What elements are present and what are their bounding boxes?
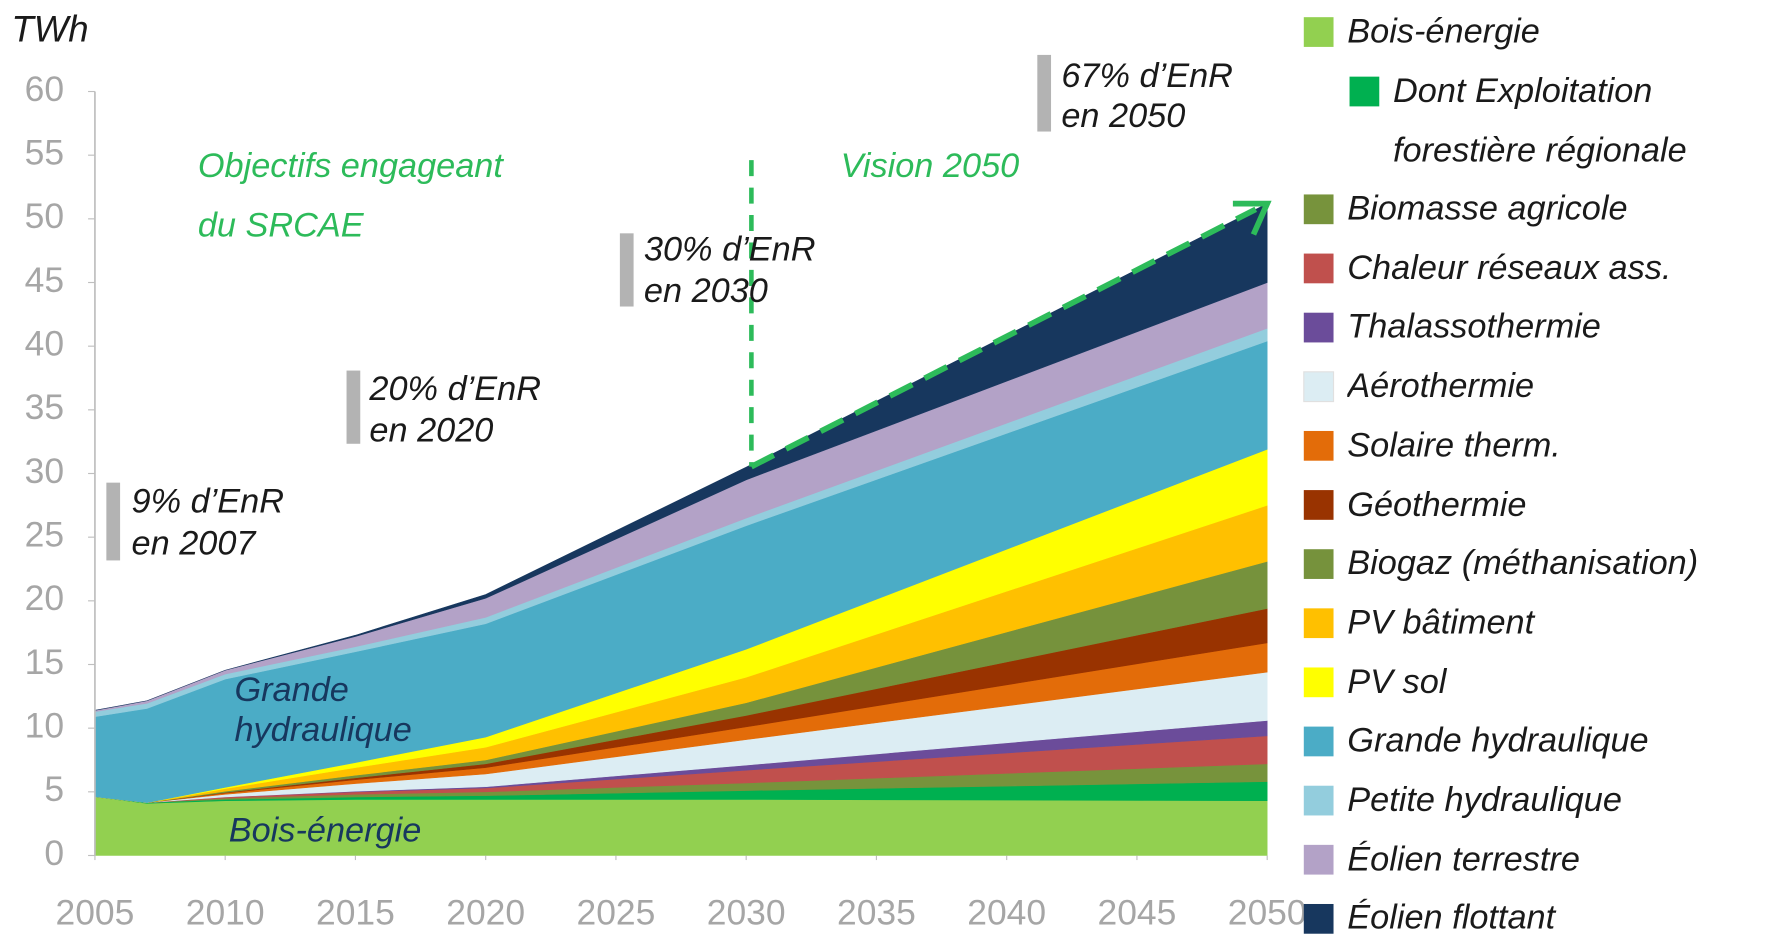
- legend-swatch: [1303, 194, 1334, 225]
- y-tick-label: 20: [25, 578, 64, 618]
- legend-entry: Bois-énergie: [1347, 12, 1540, 51]
- annotation: 9% d’EnR: [132, 482, 285, 520]
- legend-entry: PV sol: [1347, 662, 1447, 701]
- x-tick-label: 2010: [186, 892, 265, 932]
- x-tick-label: 2025: [577, 892, 656, 932]
- annotation-bar: [1037, 54, 1052, 132]
- annotation: Objectifs engageant: [198, 147, 505, 185]
- area: [94, 203, 1268, 711]
- x-tick-label: 2045: [1098, 892, 1177, 932]
- legend-swatch: [1303, 17, 1334, 47]
- y-tick-label: 5: [44, 769, 64, 809]
- annotation-bar: [619, 233, 634, 307]
- x-tick-label: 2015: [316, 892, 395, 932]
- legend-entry: Dont Exploitation forestière régionale: [1393, 72, 1687, 170]
- annotation: en 2030: [644, 272, 768, 310]
- annotation: en 2050: [1061, 97, 1185, 135]
- legend-swatch: [1303, 490, 1334, 520]
- x-tick-label: 2040: [967, 892, 1046, 932]
- legend-label: Bois-énergie: [1347, 12, 1540, 51]
- x-tick-label: 2030: [707, 892, 786, 932]
- legend-label: Aérothermie: [1347, 367, 1535, 405]
- legend-swatch: [1303, 312, 1334, 343]
- annotation-bar: [346, 370, 361, 444]
- legend-label: Grande hydraulique: [1347, 722, 1649, 760]
- y-tick-label: 25: [25, 515, 64, 555]
- legend-label: Géothermie: [1347, 485, 1527, 524]
- legend-entry: Petite hydraulique: [1347, 781, 1622, 819]
- legend-entry: Biogaz (méthanisation): [1347, 544, 1699, 583]
- legend-swatch: [1303, 608, 1334, 639]
- legend-entry: Solaire therm.: [1347, 426, 1561, 465]
- legend-swatch: [1303, 253, 1334, 284]
- y-tick-label: 10: [25, 706, 64, 746]
- y-tick-label: 40: [25, 324, 64, 364]
- y-tick-label: 30: [25, 451, 64, 491]
- x-tick-label: 2050: [1228, 892, 1307, 932]
- legend-entry: Éolien flottant: [1347, 899, 1556, 938]
- legend-entry: Géothermie: [1347, 485, 1527, 524]
- annotation: en 2007: [132, 525, 258, 563]
- legend-label: Petite hydraulique: [1347, 781, 1622, 819]
- legend-entry: Aérothermie: [1347, 367, 1535, 405]
- legend-swatch: [1303, 844, 1334, 875]
- legend-entry: Éolien terrestre: [1347, 840, 1580, 879]
- legend-entry: Chaleur réseaux ass.: [1347, 248, 1672, 287]
- annotation: du SRCAE: [198, 207, 365, 245]
- arrow-head: [1232, 200, 1272, 236]
- legend-entry: Biomasse agricole: [1347, 189, 1628, 228]
- legend-swatch: [1303, 903, 1334, 934]
- annotation: 30% d’EnR: [644, 231, 816, 269]
- x-tick-label: 2035: [837, 892, 916, 932]
- annotation: Vision 2050: [841, 147, 1020, 185]
- x-tick-label: 2020: [446, 892, 525, 932]
- y-tick-label: 50: [25, 196, 64, 236]
- annotation: en 2020: [369, 411, 493, 449]
- legend-label: Dont Exploitation forestière régionale: [1393, 72, 1687, 170]
- y-tick-label: 45: [25, 260, 64, 300]
- annotation: Bois-énergie: [229, 812, 422, 850]
- legend-swatch: [1303, 430, 1334, 461]
- legend-swatch: [1303, 371, 1335, 403]
- x-tick-label: 2005: [56, 892, 135, 932]
- legend-label: Biogaz (méthanisation): [1347, 544, 1699, 583]
- legend-label: Éolien terrestre: [1347, 840, 1580, 879]
- legend-label: Thalassothermie: [1347, 308, 1601, 346]
- legend-label: Chaleur réseaux ass.: [1347, 248, 1672, 287]
- y-tick-label: 0: [44, 833, 64, 873]
- y-tick-label: 60: [25, 69, 64, 109]
- legend-label: PV sol: [1347, 662, 1447, 701]
- legend-swatch: [1303, 785, 1334, 816]
- legend-label: Éolien flottant: [1347, 899, 1556, 938]
- annotation: 67% d’EnR: [1061, 57, 1233, 95]
- legend-swatch: [1303, 667, 1334, 698]
- annotation: Grande: [234, 671, 348, 709]
- legend-entry: Thalassothermie: [1347, 308, 1601, 346]
- legend-label: Biomasse agricole: [1347, 189, 1628, 228]
- annotation-bar: [106, 482, 121, 561]
- annotation: hydraulique: [234, 711, 411, 749]
- legend-entry: PV bâtiment: [1347, 603, 1535, 642]
- legend-label: PV bâtiment: [1347, 603, 1535, 642]
- annotation: 20% d’EnR: [368, 370, 541, 408]
- legend-swatch: [1349, 76, 1380, 107]
- trend-arrow: [750, 206, 1258, 470]
- legend-entry: Grande hydraulique: [1347, 722, 1649, 760]
- legend-swatch: [1303, 549, 1334, 579]
- legend-label: Solaire therm.: [1347, 426, 1561, 465]
- y-tick-label: 15: [25, 642, 64, 682]
- y-axis-label: TWh: [11, 9, 88, 50]
- legend-swatch: [1303, 726, 1334, 757]
- y-tick-label: 35: [25, 387, 64, 427]
- y-tick-label: 55: [25, 133, 64, 173]
